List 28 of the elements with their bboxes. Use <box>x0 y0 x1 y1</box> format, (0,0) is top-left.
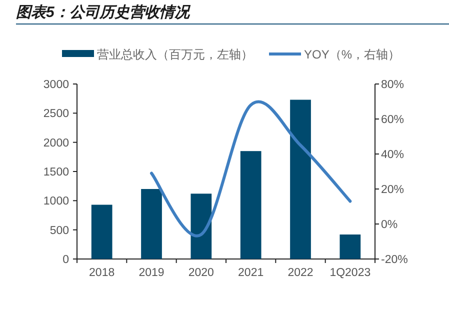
y2-tick-label: 0% <box>381 219 398 231</box>
y-tick-label: 1500 <box>43 166 69 178</box>
y2-tick-label: 40% <box>381 149 404 161</box>
x-tick-label: 2022 <box>288 267 314 279</box>
y-tick-label: 500 <box>50 224 69 237</box>
bar <box>290 100 311 259</box>
legend-label: YOY（%，右轴） <box>304 48 400 62</box>
bar <box>91 204 112 259</box>
y-tick-label: 3000 <box>43 79 69 91</box>
x-tick-label: 2019 <box>138 267 164 279</box>
x-tick-label: 2021 <box>238 267 264 279</box>
y2-tick-label: 60% <box>381 114 404 126</box>
bar <box>141 189 162 259</box>
y-tick-label: 2000 <box>43 137 69 150</box>
x-tick-label: 2020 <box>188 267 214 279</box>
bar <box>240 151 262 259</box>
x-tick-label: 1Q2023 <box>330 267 371 279</box>
y2-tick-label: 20% <box>381 184 404 196</box>
bar <box>190 194 212 259</box>
bar <box>340 234 361 259</box>
x-tick-label: 2018 <box>89 267 115 279</box>
legend-label: 营业总收入（百万元，左轴） <box>97 48 253 62</box>
y2-tick-label: 80% <box>381 79 404 91</box>
y2-tick-label: -20% <box>381 254 408 266</box>
chart-title: 图表5：公司历史营收情况 <box>16 4 192 21</box>
y-tick-label: 0 <box>62 254 69 266</box>
y-tick-label: 2500 <box>43 108 69 120</box>
y-tick-label: 1000 <box>43 196 69 208</box>
